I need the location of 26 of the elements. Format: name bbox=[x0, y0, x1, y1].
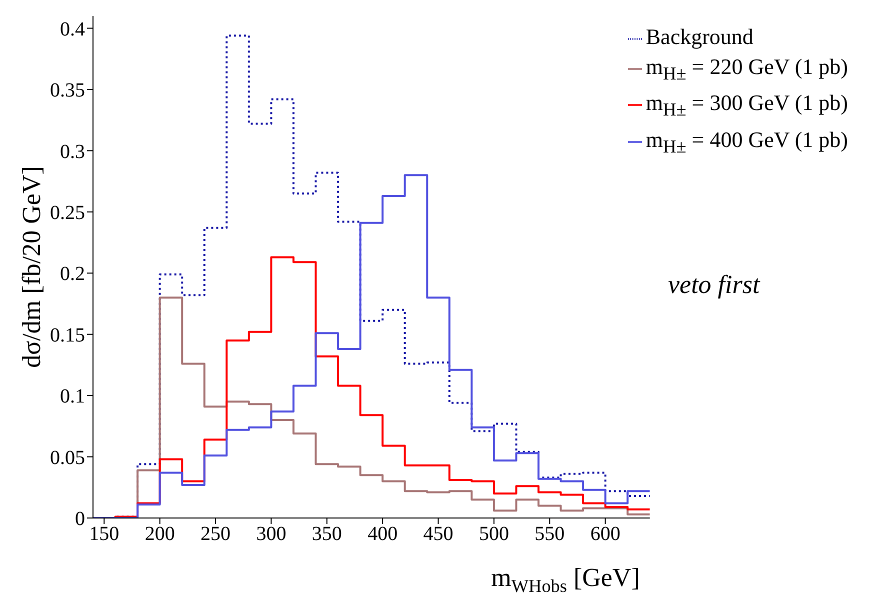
x-tick-label: 250 bbox=[200, 523, 231, 546]
y-tick-label: 0.4 bbox=[60, 18, 85, 40]
x-tick-label: 600 bbox=[590, 523, 620, 546]
y-tick-label: 0.05 bbox=[50, 446, 85, 469]
x-axis-title: m$_{WH}$$_{obs}$ [GeV] bbox=[491, 563, 640, 596]
x-tick-label: 350 bbox=[312, 523, 342, 546]
y-tick-label: 0.15 bbox=[50, 324, 85, 346]
legend-label: m$_{H±}$ = 300 GeV (1 pb) bbox=[646, 90, 848, 120]
legend-label: Background bbox=[646, 24, 754, 49]
y-tick-label: 0.2 bbox=[60, 263, 85, 286]
y-tick-label: 0.1 bbox=[60, 386, 85, 408]
y-tick-label: 0.25 bbox=[50, 202, 85, 224]
y-axis-title: dσ/dm [fb/20 GeV] bbox=[17, 166, 46, 368]
legend-label: m$_{H±}$ = 220 GeV (1 pb) bbox=[646, 54, 848, 84]
x-tick-label: 150 bbox=[89, 523, 120, 546]
x-tick-label: 200 bbox=[144, 523, 175, 546]
x-tick-label: 450 bbox=[423, 523, 454, 546]
x-tick-label: 400 bbox=[368, 523, 398, 546]
y-tick-label: 0.35 bbox=[50, 80, 85, 102]
x-tick-label: 300 bbox=[256, 523, 286, 546]
legend-label: m$_{H±}$ = 400 GeV (1 pb) bbox=[646, 126, 848, 156]
x-tick-label: 550 bbox=[534, 523, 565, 546]
y-tick-label: 0.3 bbox=[60, 140, 85, 163]
text: veto first bbox=[668, 270, 760, 300]
x-tick-label: 500 bbox=[478, 523, 509, 546]
y-tick-label: 0 bbox=[75, 508, 85, 530]
